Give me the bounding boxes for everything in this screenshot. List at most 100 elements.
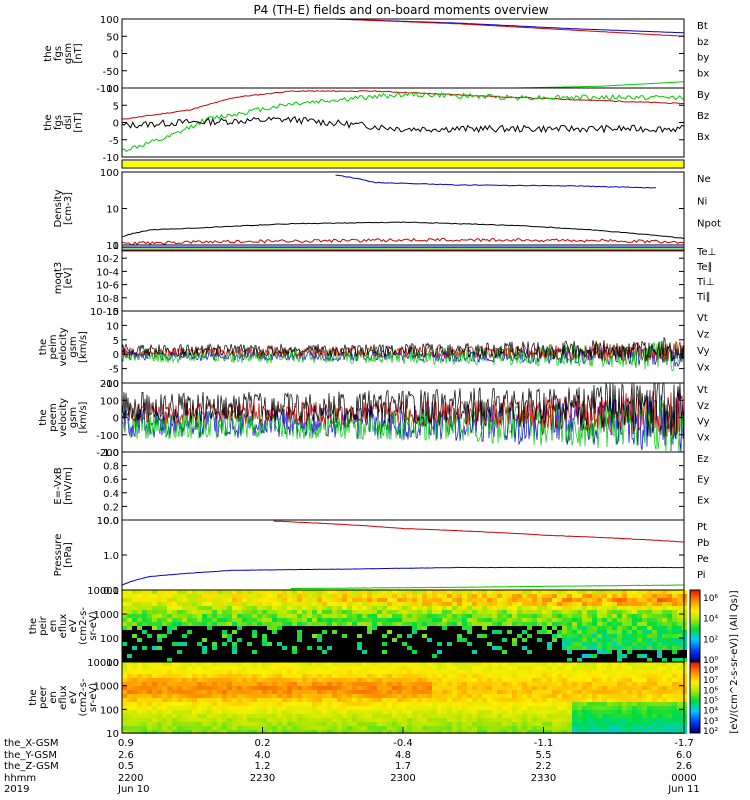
- spec-cell: [287, 654, 292, 658]
- spec-cell: [232, 730, 237, 734]
- spec-cell: [227, 598, 232, 602]
- spec-cell: [247, 610, 252, 614]
- spec-cell: [162, 642, 167, 646]
- spec-cell: [172, 634, 177, 638]
- spec-cell: [187, 614, 192, 618]
- spec-cell: [197, 630, 202, 634]
- spec-cell: [637, 650, 642, 654]
- spec-cell: [522, 678, 527, 682]
- spec-cell: [307, 694, 312, 698]
- spec-cell: [237, 598, 242, 602]
- spec-cell: [252, 690, 257, 694]
- spec-cell: [342, 726, 347, 730]
- spec-cell: [557, 690, 562, 694]
- spec-cell: [567, 714, 572, 718]
- spec-cell: [522, 634, 527, 638]
- spec-cell: [577, 598, 582, 602]
- spec-cell: [212, 670, 217, 674]
- spec-cell: [437, 606, 442, 610]
- spec-cell: [332, 590, 337, 594]
- spec-cell: [642, 706, 647, 710]
- spec-cell: [552, 686, 557, 690]
- spec-cell: [597, 610, 602, 614]
- ytick-label: 5: [113, 101, 119, 112]
- spec-cell: [597, 634, 602, 638]
- spec-cell: [447, 702, 452, 706]
- spec-cell: [142, 598, 147, 602]
- spec-cell: [547, 670, 552, 674]
- spec-cell: [292, 686, 297, 690]
- spec-cell: [527, 658, 532, 662]
- spec-cell: [347, 686, 352, 690]
- spec-cell: [542, 706, 547, 710]
- spec-cell: [197, 690, 202, 694]
- spec-cell: [487, 614, 492, 618]
- spec-cell: [222, 726, 227, 730]
- spec-cell: [547, 706, 552, 710]
- spec-cell: [442, 642, 447, 646]
- spec-cell: [372, 618, 377, 622]
- spec-cell: [582, 670, 587, 674]
- spec-cell: [167, 590, 172, 594]
- spec-cell: [572, 654, 577, 658]
- series-Ne: [121, 237, 685, 246]
- spec-cell: [297, 662, 302, 666]
- spec-cell: [552, 682, 557, 686]
- spec-cell: [127, 590, 132, 594]
- spec-cell: [277, 702, 282, 706]
- spec-cell: [252, 726, 257, 730]
- spec-cell: [257, 726, 262, 730]
- spec-cell: [192, 718, 197, 722]
- spec-cell: [327, 658, 332, 662]
- spec-cell: [172, 606, 177, 610]
- spec-cell: [307, 618, 312, 622]
- spec-cell: [192, 654, 197, 658]
- spec-cell: [617, 622, 622, 626]
- spec-cell: [417, 614, 422, 618]
- spec-cell: [667, 634, 672, 638]
- spec-cell: [497, 590, 502, 594]
- spec-cell: [357, 642, 362, 646]
- spec-cell: [572, 718, 577, 722]
- spec-cell: [662, 690, 667, 694]
- spec-cell: [677, 654, 682, 658]
- spec-cell: [642, 630, 647, 634]
- spec-cell: [227, 674, 232, 678]
- spec-cell: [137, 654, 142, 658]
- spec-cell: [417, 682, 422, 686]
- spec-cell: [677, 722, 682, 726]
- spec-cell: [532, 666, 537, 670]
- spec-cell: [422, 594, 427, 598]
- spec-cell: [442, 614, 447, 618]
- spec-cell: [202, 594, 207, 598]
- spec-cell: [367, 690, 372, 694]
- spec-cell: [382, 598, 387, 602]
- spec-cell: [497, 666, 502, 670]
- spec-cell: [387, 702, 392, 706]
- spec-cell: [167, 650, 172, 654]
- spec-cell: [332, 622, 337, 626]
- spec-cell: [622, 614, 627, 618]
- spec-cell: [197, 602, 202, 606]
- spec-cell: [437, 710, 442, 714]
- spec-cell: [607, 658, 612, 662]
- spec-cell: [467, 638, 472, 642]
- spec-cell: [647, 654, 652, 658]
- spec-cell: [282, 626, 287, 630]
- spec-cell: [572, 730, 577, 734]
- spec-cell: [332, 666, 337, 670]
- spec-cell: [527, 690, 532, 694]
- spec-cell: [677, 606, 682, 610]
- spec-cell: [512, 694, 517, 698]
- spec-cell: [602, 698, 607, 702]
- spec-cell: [292, 594, 297, 598]
- spec-cell: [322, 654, 327, 658]
- spec-cell: [402, 654, 407, 658]
- spec-cell: [297, 694, 302, 698]
- spec-cell: [512, 642, 517, 646]
- spec-cell: [217, 714, 222, 718]
- spec-cell: [542, 642, 547, 646]
- spec-cell: [157, 654, 162, 658]
- spec-cell: [127, 606, 132, 610]
- legend-Npot: Npot: [697, 219, 721, 230]
